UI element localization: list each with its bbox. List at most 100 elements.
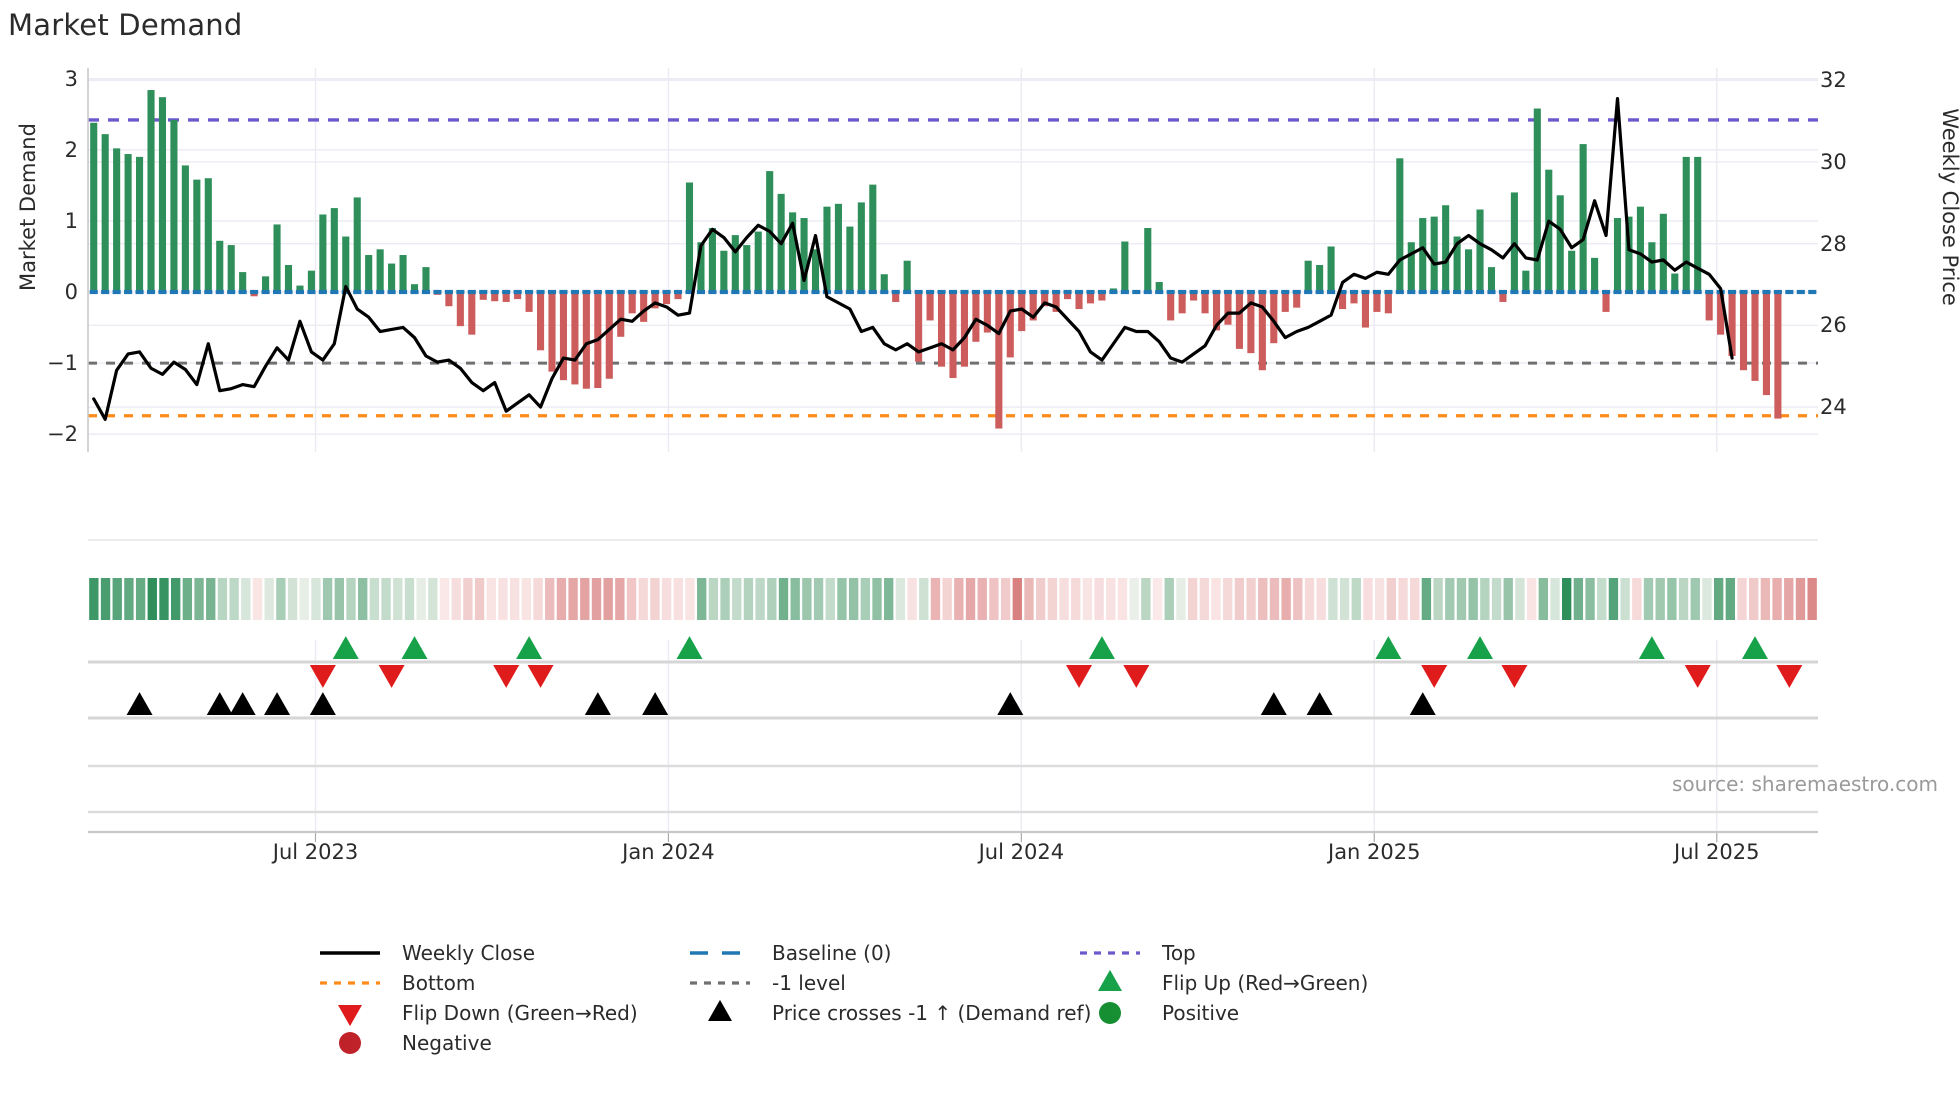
demand-bar — [1144, 228, 1152, 292]
flip-up-marker — [1467, 636, 1494, 659]
demand-bar — [1190, 292, 1198, 301]
heat-cell — [486, 578, 496, 620]
left-axis-tick: 3 — [64, 66, 78, 91]
demand-bar — [410, 284, 419, 292]
legend-item-label[interactable]: Top — [1162, 941, 1196, 965]
heat-cell — [287, 578, 298, 620]
heat-cell — [369, 578, 380, 620]
demand-bar — [502, 292, 510, 302]
demand-bar — [227, 245, 235, 292]
heat-cell — [1223, 578, 1233, 620]
heat-cell — [1737, 578, 1747, 620]
heat-cell — [591, 578, 602, 620]
demand-bar — [1659, 213, 1667, 292]
heat-cell — [1784, 578, 1794, 620]
price-cross-marker — [1260, 692, 1287, 715]
demand-bar — [1086, 292, 1095, 304]
flip-down-marker — [1421, 665, 1448, 688]
heat-cell — [463, 578, 473, 620]
demand-bar — [525, 292, 533, 312]
heat-cell — [778, 578, 789, 620]
demand-bar — [113, 148, 121, 292]
heat-cell — [358, 578, 368, 620]
heat-cell — [872, 578, 882, 620]
demand-bar — [1522, 270, 1530, 292]
heat-cell — [755, 578, 765, 620]
legend-item-label[interactable]: Flip Up (Red→Green) — [1162, 971, 1369, 995]
heat-cell — [1597, 578, 1607, 620]
demand-bar — [376, 249, 384, 292]
demand-bar — [548, 292, 556, 372]
flip-down-marker — [527, 665, 554, 688]
heat-cell — [1772, 578, 1782, 620]
heat-cell — [1234, 578, 1245, 620]
weekly-close-path — [92, 97, 1734, 421]
demand-bar — [731, 235, 739, 292]
heat-cell — [264, 578, 274, 620]
legend-triangle-up-icon — [708, 999, 732, 1021]
demand-bar — [754, 231, 762, 292]
legend-markers — [320, 951, 1140, 1054]
demand-bar — [514, 292, 522, 300]
flip-down-marker — [1776, 665, 1803, 688]
heat-cell — [1199, 578, 1209, 620]
heat-cell — [135, 578, 146, 620]
demand-bar — [1224, 292, 1232, 325]
legend-item-label[interactable]: Flip Down (Green→Red) — [402, 1001, 638, 1025]
heat-cell — [474, 578, 485, 620]
demand-bar — [1212, 292, 1221, 331]
legend-item-label[interactable]: Negative — [402, 1031, 492, 1055]
legend-triangle-up-icon — [1098, 969, 1122, 991]
demand-bar — [239, 272, 247, 292]
heat-cell — [159, 578, 169, 620]
demand-bar — [1625, 216, 1633, 292]
heat-cell — [825, 578, 835, 620]
heat-cell — [1094, 578, 1104, 620]
heat-cell — [790, 578, 800, 620]
demand-bar — [823, 206, 831, 292]
heat-cell — [1445, 578, 1455, 620]
demand-bar — [273, 224, 281, 292]
demand-bar — [216, 240, 224, 292]
legend-item-label[interactable]: Weekly Close — [402, 941, 536, 965]
demand-bar — [915, 292, 923, 362]
heat-cell — [1562, 578, 1572, 620]
legend-item-label[interactable]: Bottom — [402, 971, 476, 995]
demand-bar — [1247, 292, 1255, 354]
demand-bar — [1098, 292, 1106, 301]
chart-title: Market Demand — [8, 8, 243, 42]
demand-bar — [582, 292, 590, 389]
heat-cell — [1550, 578, 1560, 620]
demand-bar — [1568, 250, 1576, 292]
flip-down-marker — [1123, 665, 1150, 688]
legend-item-label[interactable]: Baseline (0) — [772, 941, 892, 965]
heat-cell — [1433, 578, 1443, 620]
price-cross-marker — [997, 692, 1024, 715]
heat-cell — [1749, 578, 1759, 620]
demand-bar — [181, 165, 189, 292]
left-axis-tick: 2 — [64, 137, 78, 162]
legend-item-label[interactable]: Positive — [1162, 1001, 1240, 1025]
heat-cell — [1643, 578, 1654, 620]
demand-bar — [651, 292, 659, 309]
legend-item-label[interactable]: Price crosses -1 ↑ (Demand ref) — [772, 1001, 1092, 1025]
heat-cell — [954, 578, 964, 620]
flip-up-marker — [1638, 636, 1665, 659]
heat-cell — [124, 578, 134, 620]
heat-cell — [1012, 578, 1022, 620]
heat-cell — [1059, 578, 1069, 620]
heat-cell — [1632, 578, 1642, 620]
heat-cell — [1573, 578, 1584, 620]
heat-cell — [884, 578, 894, 620]
x-axis-tick: Jan 2024 — [622, 840, 715, 864]
right-axis-tick: 26 — [1820, 313, 1847, 338]
legend-item-label[interactable]: -1 level — [772, 971, 846, 995]
heat-cell — [1667, 578, 1677, 620]
heat-cell — [509, 578, 520, 620]
heat-cell — [416, 578, 426, 620]
flip-up-marker — [676, 636, 703, 659]
flip-down-marker — [1501, 665, 1528, 688]
demand-bar — [1717, 292, 1725, 335]
demand-bar — [1029, 292, 1037, 321]
demand-bar — [1041, 292, 1049, 307]
